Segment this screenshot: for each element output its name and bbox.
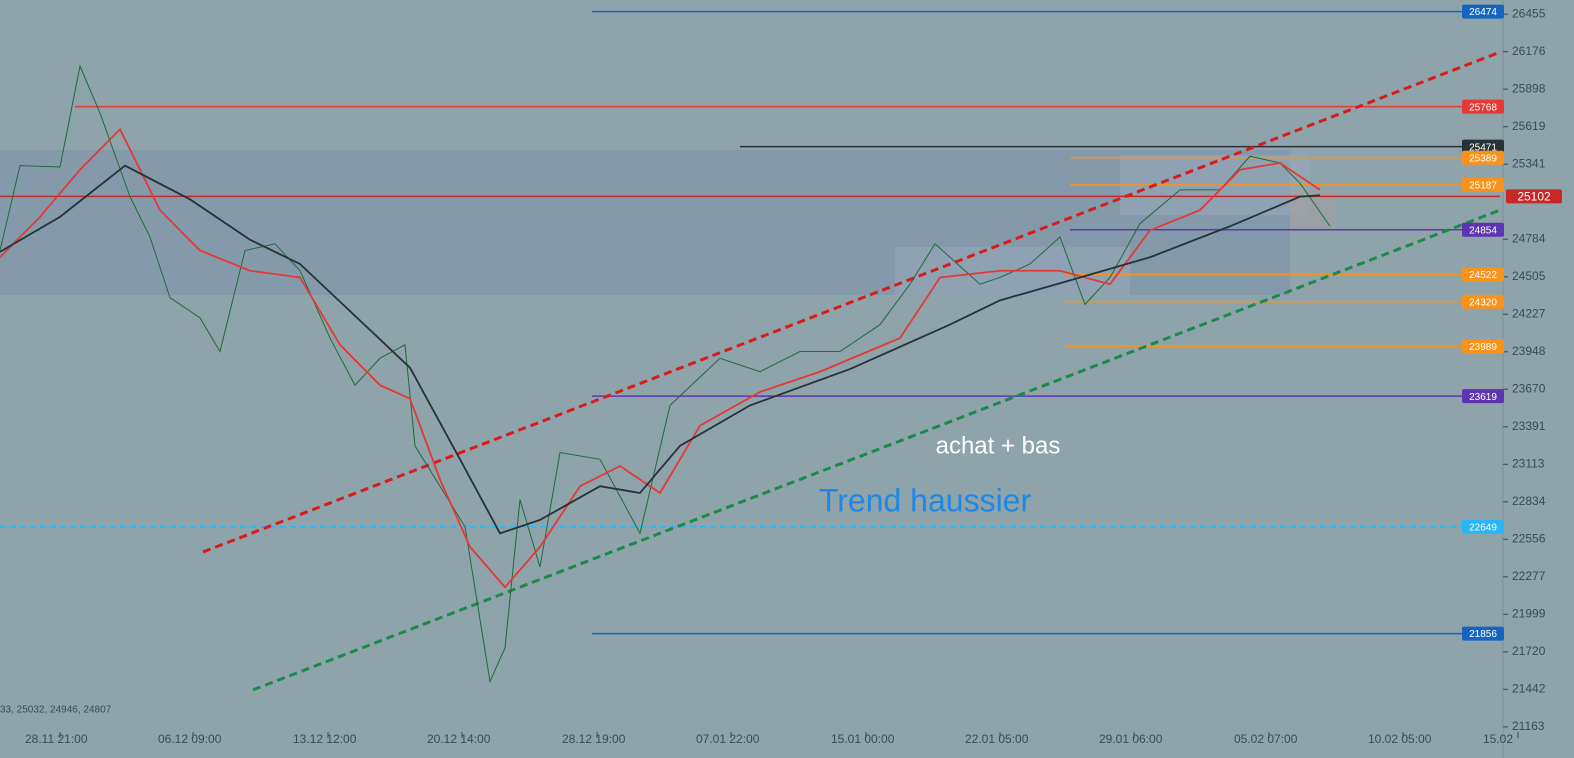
price-tag-label: 25471 <box>1469 142 1497 153</box>
price-tag <box>1462 389 1504 404</box>
price-tag <box>1506 189 1562 204</box>
x-tick-label: 07.01 22:00 <box>696 732 760 746</box>
price-tag <box>1462 339 1504 354</box>
y-tick-label: 25341 <box>1512 156 1546 170</box>
price-tag <box>1462 222 1504 237</box>
x-tick-label: 15.02 <box>1483 732 1513 746</box>
price-tag-label: 24522 <box>1469 270 1497 281</box>
x-tick-label: 29.01 06:00 <box>1099 732 1163 746</box>
y-tick-label: 21163 <box>1512 719 1545 733</box>
y-tick-label: 23391 <box>1512 419 1546 433</box>
y-tick-label: 24784 <box>1512 231 1546 245</box>
y-tick-label: 25619 <box>1512 119 1546 133</box>
price-tag-label: 21856 <box>1469 629 1497 640</box>
x-tick-label: 28.12 19:00 <box>562 732 626 746</box>
y-tick-label: 21442 <box>1512 681 1546 695</box>
price-tag <box>1462 519 1504 534</box>
x-tick-label: 22.01 05:00 <box>965 732 1029 746</box>
price-tag <box>1462 626 1504 641</box>
y-tick-label: 22277 <box>1512 569 1546 583</box>
y-tick-label: 21999 <box>1512 606 1546 620</box>
price-tag-label: 25389 <box>1469 153 1497 164</box>
y-tick-label: 25898 <box>1512 81 1546 95</box>
price-tag-label: 25768 <box>1469 102 1497 113</box>
price-tag <box>1462 294 1504 309</box>
x-tick-label: 20.12 14:00 <box>427 732 491 746</box>
ohlc-text: 33, 25032, 24946, 24807 <box>0 705 112 716</box>
x-tick-label: 13.12 12:00 <box>293 732 357 746</box>
y-tick-label: 24227 <box>1512 306 1546 320</box>
trend-line <box>202 50 1501 554</box>
price-tag-label: 26474 <box>1469 7 1497 18</box>
price-line <box>0 164 1321 535</box>
x-tick-label: 05.02 07:00 <box>1234 732 1298 746</box>
x-tick-label: 28.11 21:00 <box>25 732 88 746</box>
x-tick-label: 15.01 00:00 <box>831 732 895 746</box>
price-tag <box>1462 177 1504 192</box>
price-line <box>0 127 1321 589</box>
price-tag-label: 25102 <box>1517 190 1551 204</box>
y-tick-label: 22834 <box>1512 494 1546 508</box>
y-tick-label: 26176 <box>1512 44 1546 58</box>
price-tag-label: 23619 <box>1469 392 1497 403</box>
price-tag-label: 22649 <box>1469 522 1497 533</box>
price-tag <box>1462 139 1504 154</box>
y-tick-label: 26455 <box>1512 6 1546 20</box>
price-tag-label: 24854 <box>1469 225 1497 236</box>
price-tag-label: 23989 <box>1469 342 1497 353</box>
price-tag <box>1462 99 1504 114</box>
annotation: Trend haussier <box>819 482 1032 518</box>
price-tag <box>1462 150 1504 165</box>
price-tag <box>1462 4 1504 19</box>
y-tick-label: 23948 <box>1512 344 1546 358</box>
y-tick-label: 21720 <box>1512 644 1546 658</box>
y-tick-label: 24505 <box>1512 269 1546 283</box>
price-tag-label: 25187 <box>1469 181 1497 192</box>
y-tick-label: 23670 <box>1512 381 1546 395</box>
plot <box>0 10 1501 692</box>
price-tag <box>1462 267 1504 282</box>
x-tick-label: 06.12 09:00 <box>158 732 222 746</box>
price-line <box>0 64 1331 684</box>
y-tick-label: 22556 <box>1512 531 1546 545</box>
annotation: achat + bas <box>936 432 1061 459</box>
trend-line <box>252 208 1501 692</box>
price-tag-label: 24320 <box>1469 297 1497 308</box>
y-tick-label: 23113 <box>1512 456 1545 470</box>
x-tick-label: 10.02 05:00 <box>1368 732 1432 746</box>
